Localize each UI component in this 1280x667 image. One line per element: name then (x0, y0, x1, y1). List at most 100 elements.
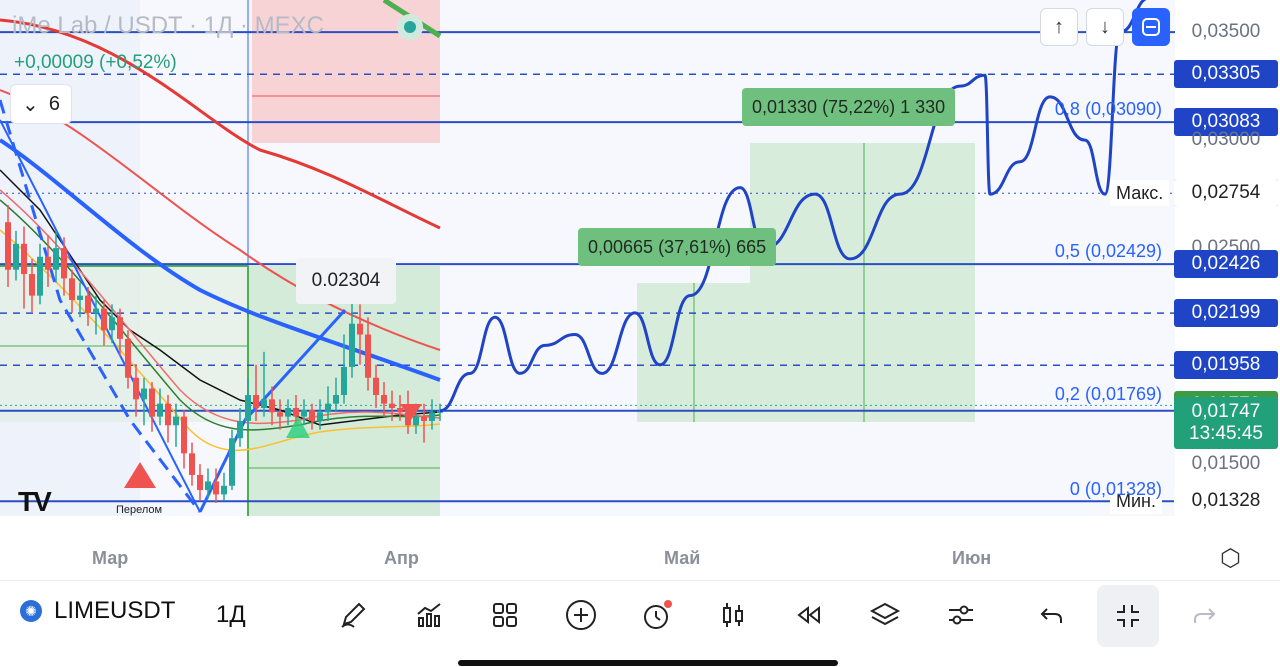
candle-31 (253, 364, 259, 421)
candle-20 (165, 395, 171, 443)
candle-7 (61, 237, 67, 296)
candle-48 (389, 390, 395, 421)
candle-52 (421, 403, 427, 443)
candle-body (141, 388, 147, 400)
candle-10 (85, 287, 91, 326)
symbol-name: LIMEUSDT (54, 597, 176, 624)
chart-area[interactable]: iMe Lab / USDT · 1Д · MEXC +0,00009 (+0,… (0, 0, 1280, 580)
candle-body (149, 388, 155, 417)
symbol-header[interactable]: iMe Lab / USDT · 1Д · MEXC (12, 12, 324, 40)
candle-body (341, 366, 347, 396)
candle-body (45, 256, 51, 270)
candle-body (125, 338, 131, 378)
candle-15 (125, 330, 131, 389)
ma-red-short (0, 89, 441, 351)
candle-body (21, 243, 27, 275)
candle-body (213, 481, 219, 495)
candle-11 (93, 295, 99, 335)
ma-red-long (0, 18, 441, 230)
candle-body (69, 278, 75, 300)
arrow-up-button[interactable]: ↑ (1040, 8, 1078, 46)
price-label-5: 0,02754 (1174, 179, 1278, 208)
candles-icon (723, 603, 743, 627)
candle-body (277, 412, 283, 417)
down-arrow-marker (400, 404, 422, 420)
candle-body (269, 399, 275, 413)
price-chart[interactable] (0, 0, 1280, 580)
lime-logo-icon: ✺ (20, 600, 42, 622)
candle-body (253, 395, 259, 408)
candle-body (197, 474, 203, 491)
price-annotation: 0.02304 (296, 258, 396, 304)
sell-signal-marker (124, 462, 156, 488)
candle-body (317, 412, 323, 421)
candle-body (77, 295, 83, 300)
add-button[interactable] (558, 595, 604, 635)
candle-body (13, 243, 19, 270)
frame-icon (1142, 18, 1160, 36)
indicators-toggle-button[interactable]: ⌄ 6 (10, 84, 72, 124)
candle-21 (173, 403, 179, 447)
candle-37 (301, 399, 307, 426)
month-label-apr: Апр (384, 548, 419, 568)
add-icon (566, 600, 596, 630)
candle-29 (237, 407, 243, 447)
candle-19 (157, 388, 163, 426)
bottom-toolbar: ✺ LIMEUSDT 1Д (0, 580, 1280, 667)
arrow-down-button[interactable]: ↓ (1086, 8, 1124, 46)
candle-body (373, 377, 379, 396)
timeframe-selector[interactable]: 1Д (216, 601, 246, 628)
indicator-count: 6 (48, 92, 60, 115)
indicators-button[interactable] (406, 595, 452, 635)
candle-4 (37, 243, 43, 305)
screenshot-button[interactable] (1132, 8, 1170, 46)
candle-35 (285, 399, 291, 426)
candle-body (181, 416, 187, 454)
fib-label-3: 0 (0,01328) (1069, 479, 1162, 500)
fib-label-0: 0,8 (0,03090) (1054, 98, 1162, 119)
settings-button[interactable] (938, 595, 984, 635)
header-title: iMe Lab / USDT (12, 12, 183, 39)
settings-hex-icon[interactable]: ⬡ (1220, 545, 1241, 572)
candle-body (285, 407, 291, 417)
candle-body (221, 485, 227, 495)
drawing-tool-button[interactable] (330, 595, 376, 635)
arrow-down-icon: ↓ (1100, 15, 1110, 38)
pencil-icon (341, 602, 366, 628)
candle-33 (269, 386, 275, 426)
candle-body (133, 377, 139, 400)
chart-type-button[interactable] (710, 595, 756, 635)
price-label-3: 0,03000 (1191, 129, 1261, 151)
symbol-selector[interactable]: ✺ LIMEUSDT (20, 597, 175, 625)
redo-button[interactable] (1182, 595, 1228, 635)
candle-body (309, 410, 315, 421)
candle-body (109, 317, 115, 331)
fullscreen-button[interactable] (1097, 585, 1159, 647)
month-label-jun: Июн (952, 548, 992, 568)
ma-black (0, 169, 441, 426)
price-label-0: 0,03500 (1191, 21, 1261, 43)
price-label-9: 0,01958 (1174, 351, 1278, 380)
candle-22 (181, 410, 187, 469)
candle-body (349, 323, 355, 367)
candle-3 (29, 258, 35, 313)
candle-body (101, 308, 107, 331)
price-tag-5: Макс. (1110, 180, 1170, 207)
price-label-1: 0,03305 (1174, 60, 1278, 89)
price-tag-13: Мин. (1110, 488, 1162, 515)
price-label-7: 0,02426 (1174, 250, 1278, 279)
alert-button[interactable] (634, 595, 680, 635)
layout-button[interactable] (482, 595, 528, 635)
header-sep-2: · (239, 12, 248, 39)
layers-button[interactable] (862, 595, 908, 635)
candle-12 (101, 299, 107, 346)
ma-yellow (0, 229, 441, 452)
price-label-12: 0,01500 (1191, 453, 1261, 475)
candle-body (421, 416, 427, 421)
tradingview-logo: TV (18, 486, 52, 517)
candle-5 (45, 235, 51, 288)
indicators-icon (417, 603, 441, 627)
replay-button[interactable] (786, 595, 832, 635)
candle-41 (333, 377, 339, 413)
undo-button[interactable] (1028, 595, 1074, 635)
